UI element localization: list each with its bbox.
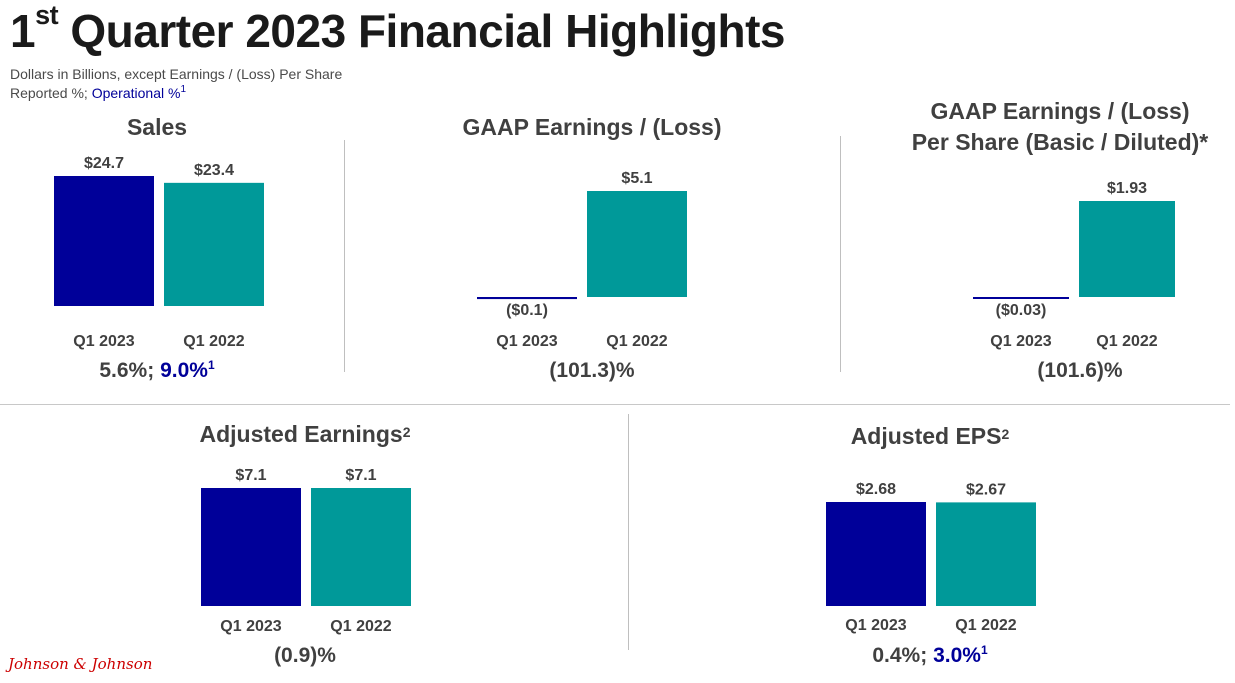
- data-label: $7.1: [235, 467, 266, 484]
- divider-top-left: [344, 140, 345, 372]
- bar-adjusted-eps-0: [826, 502, 926, 606]
- data-label: $2.68: [856, 481, 896, 498]
- adjusted-earnings-growth: (0.9)%: [274, 644, 336, 667]
- category-label: Q1 2023: [845, 617, 906, 634]
- category-label: Q1 2023: [73, 333, 134, 350]
- bar-gaap-earnings-0: [477, 297, 577, 300]
- bar-adjusted-earnings-0: [201, 488, 301, 606]
- divider-top-right: [840, 136, 841, 372]
- data-label: ($0.1): [506, 302, 548, 319]
- chart-title-adjusted-earnings: Adjusted Earnings2: [199, 421, 411, 447]
- category-label: Q1 2023: [220, 618, 281, 635]
- category-label: Q1 2022: [606, 333, 667, 350]
- gaap-earnings-growth: (101.3)%: [549, 359, 635, 382]
- category-label: Q1 2023: [990, 333, 1051, 350]
- adjusted-eps-growth: 0.4%; 3.0%1: [872, 643, 988, 667]
- category-label: Q1 2022: [955, 617, 1016, 634]
- bar-adjusted-eps-1: [936, 502, 1036, 606]
- reported-operational-note: Reported %; Operational %1: [10, 84, 186, 101]
- category-label: Q1 2022: [1096, 333, 1157, 350]
- divider-horizontal: [0, 404, 1230, 405]
- data-label: $2.67: [966, 481, 1006, 498]
- data-label: $1.93: [1107, 180, 1147, 197]
- chart-title-gaap-earnings: GAAP Earnings / (Loss): [462, 114, 722, 140]
- gaap-earnings-chart: ($0.1) Q1 2023 $5.1 Q1 2022: [477, 170, 687, 350]
- page-title: 1st Quarter 2023 Financial Highlights: [10, 0, 785, 57]
- bar-sales-0: [54, 176, 154, 306]
- chart-title-adjusted-eps: Adjusted EPS2: [850, 423, 1010, 449]
- category-label: Q1 2022: [330, 618, 391, 635]
- adjusted-eps-chart: $2.68 Q1 2023 $2.67 Q1 2022: [826, 481, 1036, 634]
- category-label: Q1 2022: [183, 333, 244, 350]
- data-label: $5.1: [621, 170, 652, 187]
- divider-bottom: [628, 414, 629, 650]
- adjusted-earnings-chart: $7.1 Q1 2023 $7.1 Q1 2022: [201, 467, 411, 635]
- bar-gaap-eps-0: [973, 297, 1069, 299]
- data-label: $23.4: [194, 162, 234, 179]
- data-label: $7.1: [345, 467, 376, 484]
- bar-sales-1: [164, 182, 264, 306]
- chart-title-sales: Sales: [126, 114, 188, 140]
- units-subtitle: Dollars in Billions, except Earnings / (…: [10, 66, 343, 82]
- chart-title-gaap-eps: GAAP Earnings / (Loss) Per Share (Basic /…: [911, 98, 1209, 155]
- bar-gaap-earnings-1: [587, 191, 687, 297]
- johnson-and-johnson-logo: Johnson & Johnson: [8, 655, 153, 673]
- bar-adjusted-earnings-1: [311, 488, 411, 606]
- category-label: Q1 2023: [496, 333, 557, 350]
- sales-growth: 5.6%; 9.0%1: [99, 358, 215, 382]
- sales-chart: $24.7 Q1 2023 $23.4 Q1 2022: [54, 155, 264, 350]
- data-label: ($0.03): [996, 302, 1047, 319]
- gaap-eps-chart: ($0.03) Q1 2023 $1.93 Q1 2022: [973, 180, 1175, 350]
- bar-gaap-eps-1: [1079, 201, 1175, 297]
- gaap-eps-growth: (101.6)%: [1037, 359, 1123, 382]
- data-label: $24.7: [84, 155, 124, 172]
